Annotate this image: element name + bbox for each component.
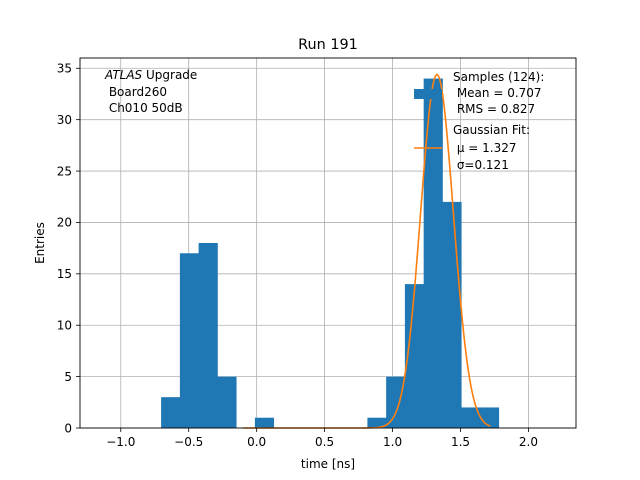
y-tick-label-3: 15 [57,267,72,281]
x-tick-label-1: −0.5 [174,435,203,449]
histogram-bar-3 [217,376,237,428]
histogram-bar-5 [367,417,387,428]
legend-fit-sigma: σ=0.121 [453,158,509,172]
x-tick-label-6: 2.0 [519,435,538,449]
y-axis-label: Entries [33,222,47,264]
channel-annotation: Ch010 50dB [105,101,183,115]
x-tick-label-3: 0.5 [315,435,334,449]
histogram-bar-10 [461,407,481,428]
histogram-bar-0 [161,397,181,428]
y-tick-label-2: 10 [57,319,72,333]
board-annotation: Board260 [105,85,167,99]
y-axis-ticks: 0 5 10 15 20 25 30 35 [57,62,80,435]
histogram-bar-11 [479,407,500,428]
histogram-bar-1 [179,253,200,428]
atlas-label: ATLAS [104,68,143,82]
y-tick-label-6: 30 [57,113,72,127]
histogram-bar-8 [423,78,443,429]
chart-title: Run 191 [298,37,358,53]
legend-samples-mean: Mean = 0.707 [453,86,542,100]
legend-fit-mu: μ = 1.327 [453,141,517,155]
legend-samples-swatch [414,89,442,99]
plot-frame [79,57,577,429]
x-axis-label: time [ns] [301,457,355,471]
histogram-bar-6 [386,376,406,428]
histogram-bar-2 [198,243,218,428]
x-tick-label-5: 1.5 [451,435,470,449]
y-tick-label-1: 5 [64,370,72,384]
atlas-upgrade-label: Upgrade [142,68,197,82]
y-tick-label-7: 35 [57,62,72,76]
x-tick-label-2: 0.0 [247,435,266,449]
histogram-bars [161,78,500,429]
legend: Samples (124): Mean = 0.707 RMS = 0.827 … [414,70,544,172]
x-tick-label-0: −1.0 [106,435,135,449]
histogram-bar-9 [442,201,462,428]
x-tick-label-4: 1.0 [383,435,402,449]
legend-samples-rms: RMS = 0.827 [453,102,535,116]
y-tick-label-0: 0 [64,421,72,435]
atlas-annotation: ATLAS Upgrade [104,68,197,82]
y-tick-label-4: 20 [57,216,72,230]
x-axis-ticks: −1.0 −0.5 0.0 0.5 1.0 1.5 2.0 [106,428,538,449]
y-tick-label-5: 25 [57,164,72,178]
legend-samples-title: Samples (124): [453,70,544,84]
histogram-bar-4 [254,417,275,428]
legend-fit-title: Gaussian Fit: [453,123,530,137]
histogram-bar-7 [404,284,425,428]
